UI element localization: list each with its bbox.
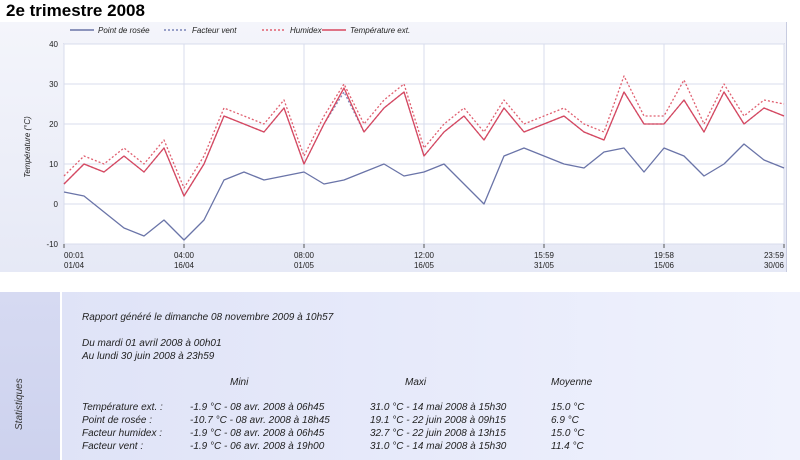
legend-label: Humidex — [290, 26, 323, 35]
x-tick-date: 01/05 — [294, 261, 315, 270]
x-tick-date: 16/05 — [414, 261, 435, 270]
x-tick-time: 04:00 — [174, 251, 195, 260]
stat-avg: 11.4 °C — [551, 441, 584, 452]
series-line — [63, 87, 785, 197]
x-tick-date: 16/04 — [174, 261, 195, 270]
stat-min: -1.9 °C - 08 avr. 2008 à 06h45 — [190, 428, 325, 439]
period-from: Du mardi 01 avril 2008 à 00h01 — [82, 338, 222, 349]
y-tick-label: 30 — [49, 80, 58, 89]
header-max: Maxi — [405, 377, 427, 388]
stat-max: 31.0 °C - 14 mai 2008 à 15h30 — [370, 441, 507, 452]
report-line: Rapport généré le dimanche 08 novembre 2… — [82, 312, 334, 323]
header-avg: Moyenne — [551, 377, 593, 388]
stat-avg: 15.0 °C — [551, 428, 585, 439]
y-tick-label: -10 — [46, 240, 58, 249]
y-axis-label: Température (°C) — [23, 116, 32, 178]
stats-tab — [0, 292, 60, 460]
stat-label: Température ext. : — [82, 402, 163, 413]
stats-panel — [62, 292, 800, 460]
x-tick-time: 23:59 — [764, 251, 785, 260]
stat-min: -1.9 °C - 06 avr. 2008 à 19h00 — [190, 441, 325, 452]
x-tick-date: 01/04 — [64, 261, 85, 270]
header-min: Mini — [230, 377, 249, 388]
x-tick-time: 00:01 — [64, 251, 85, 260]
y-tick-label: 20 — [49, 120, 58, 129]
grid — [63, 43, 785, 245]
stat-max: 32.7 °C - 22 juin 2008 à 13h15 — [370, 428, 506, 439]
y-tick-label: 0 — [54, 200, 59, 209]
x-tick-date: 15/06 — [654, 261, 675, 270]
stat-label: Point de rosée : — [82, 415, 153, 426]
series-line — [63, 143, 785, 241]
y-tick-label: 40 — [49, 40, 58, 49]
stat-avg: 15.0 °C — [551, 402, 585, 413]
stats-tab-label: Statistiques — [14, 378, 25, 430]
series-line — [63, 75, 785, 189]
stat-avg: 6.9 °C — [551, 415, 579, 426]
x-tick-time: 08:00 — [294, 251, 315, 260]
legend: Point de rosée Facteur vent Humidex Tempéra… — [70, 26, 410, 35]
stat-max: 19.1 °C - 22 juin 2008 à 09h15 — [370, 415, 506, 426]
stat-label: Facteur vent : — [82, 441, 144, 452]
period-to: Au lundi 30 juin 2008 à 23h59 — [82, 351, 215, 362]
series-lines — [63, 75, 785, 241]
x-tick-date: 30/06 — [764, 261, 785, 270]
legend-label: Point de rosée — [98, 26, 150, 35]
x-tick-date: 31/05 — [534, 261, 555, 270]
page-title: 2e trimestre 2008 — [6, 1, 145, 20]
stat-max: 31.0 °C - 14 mai 2008 à 15h30 — [370, 402, 507, 413]
x-tick-time: 12:00 — [414, 251, 435, 260]
legend-label: Facteur vent — [192, 26, 237, 35]
x-tick-time: 15:59 — [534, 251, 555, 260]
legend-label: Température ext. — [350, 26, 410, 35]
x-tick-time: 19:58 — [654, 251, 675, 260]
stat-label: Facteur humidex : — [82, 428, 163, 439]
stat-min: -1.9 °C - 08 avr. 2008 à 06h45 — [190, 402, 325, 413]
stat-min: -10.7 °C - 08 avr. 2008 à 18h45 — [190, 415, 330, 426]
y-tick-label: 10 — [49, 160, 58, 169]
